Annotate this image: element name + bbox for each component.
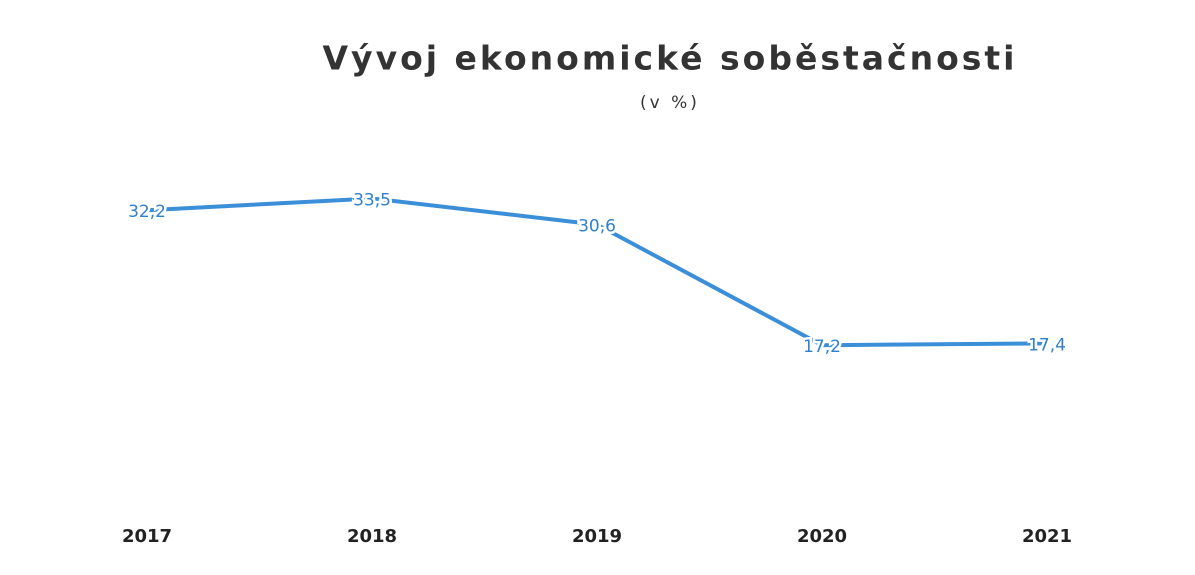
x-tick-label: 2018 <box>347 526 397 547</box>
data-label: 30,6 <box>578 217 616 237</box>
data-label: 33,5 <box>353 191 391 211</box>
x-tick-label: 2017 <box>122 526 172 547</box>
chart-title: Vývoj ekonomické soběstačnosti <box>323 39 1018 78</box>
data-label: 17,2 <box>803 337 841 357</box>
data-label: 32,2 <box>128 202 166 222</box>
data-label: 17,4 <box>1028 335 1066 355</box>
x-tick-label: 2019 <box>572 526 622 547</box>
x-tick-label: 2021 <box>1022 526 1072 547</box>
x-tick-label: 2020 <box>797 526 847 547</box>
chart-subtitle: (v %) <box>640 93 700 113</box>
line <box>146 196 1048 348</box>
